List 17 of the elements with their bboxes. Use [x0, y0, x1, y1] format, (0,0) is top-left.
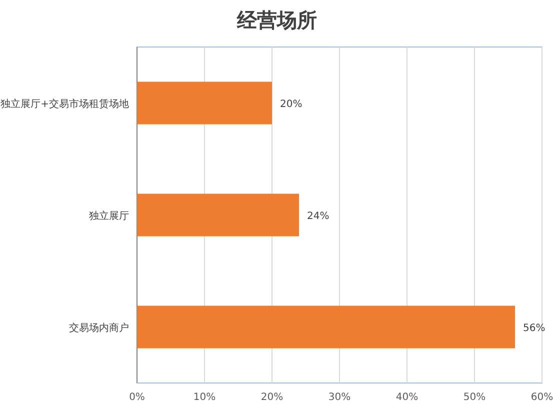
data-label: 56%: [523, 323, 546, 334]
data-label: 20%: [280, 99, 302, 110]
x-tick-label: 30%: [328, 392, 351, 403]
y-tick-label: 独立展厅: [89, 210, 129, 222]
data-label: 24%: [307, 211, 330, 222]
y-tick-label: 交易场内商户: [69, 322, 129, 334]
x-tick-label: 60%: [530, 392, 553, 403]
bar: [137, 306, 515, 348]
bar: [137, 82, 272, 124]
y-tick-label: 独立展厅+交易市场租赁场地: [0, 98, 129, 110]
x-tick-label: 10%: [193, 392, 216, 403]
x-tick-label: 50%: [463, 392, 486, 403]
bar: [137, 194, 299, 236]
x-tick-label: 20%: [260, 392, 284, 403]
chart-title: 经营场所: [236, 8, 317, 32]
x-tick-label: 0%: [129, 392, 145, 403]
x-tick-label: 40%: [396, 392, 418, 403]
